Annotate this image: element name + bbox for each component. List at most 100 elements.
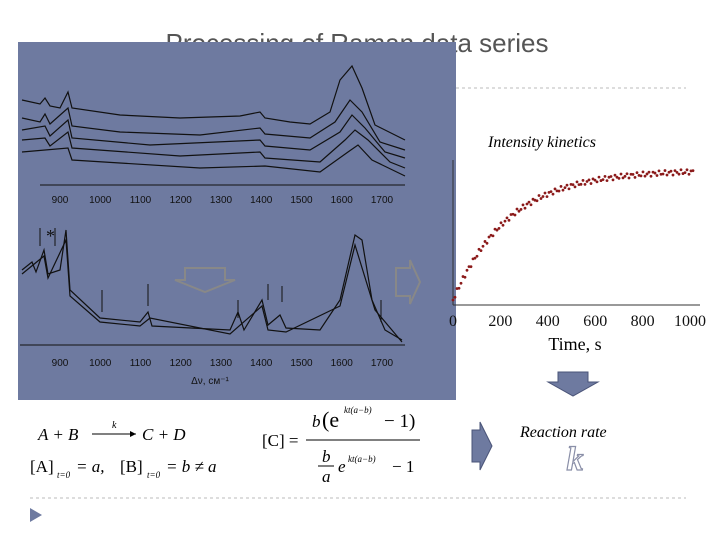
kinetics-point bbox=[507, 218, 511, 222]
kinetics-point bbox=[517, 209, 521, 213]
kinetics-point bbox=[459, 281, 463, 285]
kinetics-point bbox=[585, 180, 589, 183]
x-tick-label: 900 bbox=[52, 358, 69, 369]
kinetics-point bbox=[579, 182, 583, 186]
kinetics-point bbox=[645, 172, 649, 176]
arrow-right bbox=[471, 421, 493, 471]
kinetics-point bbox=[687, 172, 691, 176]
kinetics-point bbox=[661, 172, 665, 176]
kinetics-point bbox=[611, 178, 615, 182]
kinetics-point bbox=[617, 176, 621, 180]
kinetics-point bbox=[601, 178, 605, 182]
kinetics-point bbox=[463, 275, 467, 279]
eq-exp: kt(a−b) bbox=[348, 454, 376, 464]
kinetics-point bbox=[513, 213, 517, 217]
eq-a: [A] bbox=[30, 457, 54, 476]
kinetics-point bbox=[467, 265, 471, 269]
kinetics-point bbox=[551, 192, 555, 196]
arrow-down bbox=[546, 371, 600, 397]
kinetics-point bbox=[603, 174, 607, 178]
kinetics-point bbox=[679, 168, 683, 172]
kinetics-point bbox=[465, 268, 469, 272]
kinetics-point bbox=[515, 207, 519, 211]
kinetics-point bbox=[627, 176, 631, 180]
kinetics-point bbox=[529, 203, 533, 207]
spectra-panel: * Δν, см⁻¹ bbox=[18, 42, 456, 400]
kinetics-point bbox=[669, 169, 673, 173]
panel-bg bbox=[18, 42, 456, 400]
kinetics-point bbox=[475, 254, 479, 258]
kinetics-plot: Intensity kinetics Time, s bbox=[451, 134, 700, 354]
kinetics-point bbox=[663, 169, 667, 172]
kinetics-point bbox=[499, 221, 503, 225]
peak-arrows bbox=[39, 228, 382, 322]
kinetics-point bbox=[491, 234, 495, 238]
kinetics-point bbox=[639, 174, 643, 178]
kinetics-point bbox=[673, 169, 677, 173]
kinetics-point bbox=[451, 298, 455, 302]
kinetics-point bbox=[593, 178, 597, 182]
x-tick-label: 1700 bbox=[371, 358, 394, 369]
kinetics-point bbox=[519, 208, 523, 211]
x-axis-label: Δν, см⁻¹ bbox=[191, 376, 229, 387]
kinetics-point bbox=[481, 244, 485, 248]
kinetics-point bbox=[473, 256, 477, 260]
eq-num: b bbox=[312, 412, 321, 431]
eq-arrowhead bbox=[130, 431, 136, 437]
kinetics-point bbox=[487, 235, 491, 239]
kinetics-point bbox=[649, 174, 653, 178]
kinetics-point bbox=[477, 247, 481, 251]
eq-den: e bbox=[338, 457, 346, 476]
kinetics-point bbox=[613, 173, 617, 177]
reaction-rate-label: Reaction rate bbox=[519, 424, 607, 441]
kinetics-point bbox=[497, 226, 501, 230]
x-tick-label: 1300 bbox=[210, 195, 233, 206]
kinetics-point bbox=[521, 203, 525, 207]
eq-den: a bbox=[322, 467, 331, 486]
kinetics-point bbox=[609, 175, 613, 178]
kinetics-point bbox=[527, 200, 531, 204]
x-tick-label: 1300 bbox=[210, 358, 233, 369]
kinetics-point bbox=[501, 223, 505, 227]
eq-sub: t=0 bbox=[147, 470, 161, 480]
kinetics-point bbox=[573, 185, 577, 189]
peak-marker: * bbox=[46, 226, 55, 246]
kinetics-point bbox=[539, 197, 543, 200]
kinetics-point bbox=[525, 202, 529, 206]
kinetics-point bbox=[469, 265, 473, 269]
arrow-down bbox=[174, 267, 236, 294]
kinetics-point bbox=[567, 187, 571, 191]
eq-den: − 1 bbox=[392, 457, 414, 476]
x-tick-label: 0 bbox=[449, 313, 457, 330]
kinetics-point bbox=[685, 168, 689, 172]
spectrum bbox=[21, 144, 406, 177]
kinetics-point bbox=[635, 171, 639, 175]
arrow-right bbox=[395, 259, 422, 305]
kinetics-point bbox=[653, 171, 657, 175]
kinetics-point bbox=[553, 187, 557, 191]
kinetics-point bbox=[485, 241, 489, 245]
top-spectra bbox=[21, 64, 406, 177]
x-tick-label: 800 bbox=[631, 313, 655, 330]
kinetics-point bbox=[495, 228, 499, 232]
eq-sub: t=0 bbox=[57, 470, 71, 480]
kinetics-point bbox=[523, 206, 527, 210]
bottom-spectra bbox=[21, 229, 403, 343]
kinetics-point bbox=[665, 173, 669, 177]
x-tick-label: 1600 bbox=[331, 195, 354, 206]
eq-right: C + D bbox=[142, 425, 186, 444]
kinetics-point bbox=[503, 219, 507, 223]
x-tick-label: 1000 bbox=[674, 313, 706, 330]
kinetics-point bbox=[479, 249, 483, 253]
kinetics-point bbox=[581, 178, 585, 182]
kinetics-point bbox=[571, 183, 575, 187]
kinetics-point bbox=[589, 182, 593, 185]
kinetics-point bbox=[621, 176, 625, 180]
x-tick-label: 1700 bbox=[371, 195, 394, 206]
kinetics-point bbox=[559, 185, 563, 188]
x-tick-label: 1500 bbox=[290, 195, 313, 206]
x-tick-label: 1000 bbox=[89, 195, 112, 206]
bullet bbox=[30, 508, 42, 522]
x-tick-label: 1400 bbox=[250, 358, 273, 369]
